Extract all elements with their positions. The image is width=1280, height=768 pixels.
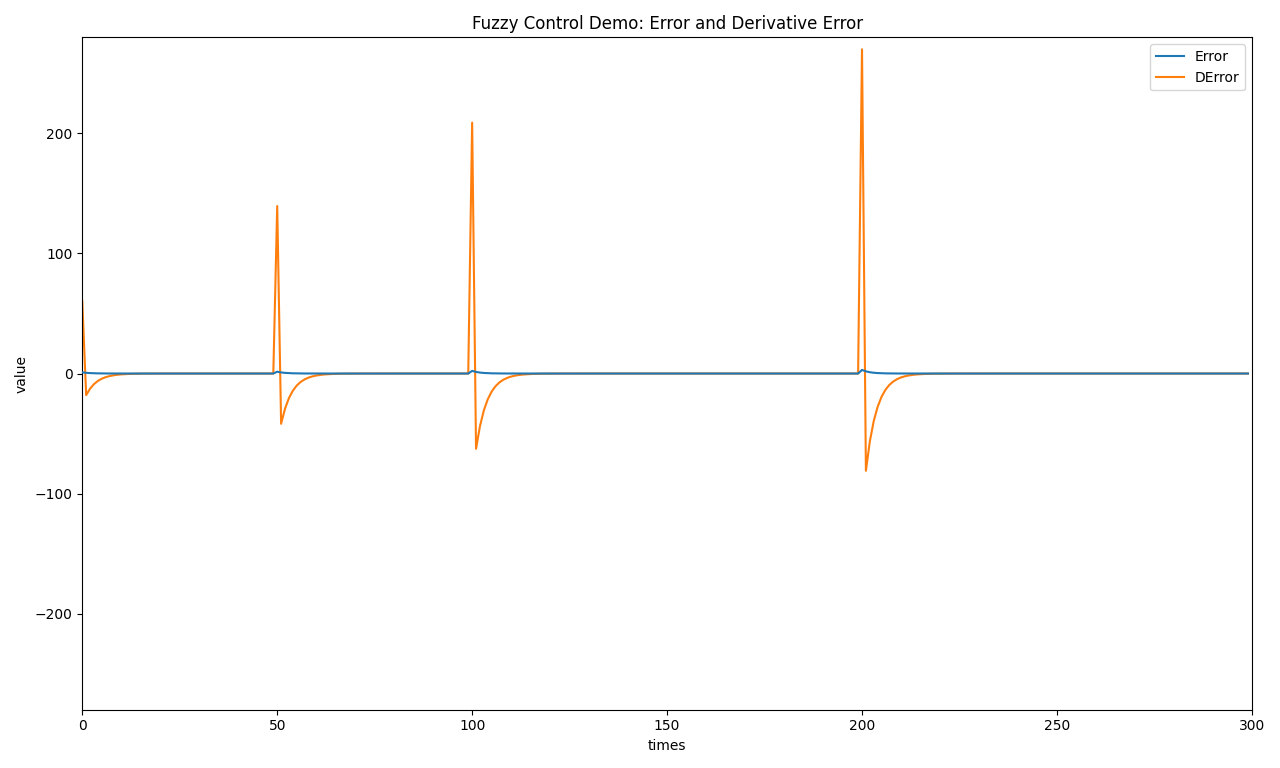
DError: [768, 369, 783, 378]
DError: [788, 369, 804, 378]
Line: Error: Error: [82, 370, 1248, 373]
DError: [764, 369, 780, 378]
DError: [1139, 369, 1155, 378]
Error: [184, 369, 200, 378]
Error: [1065, 369, 1080, 378]
Error: [74, 368, 90, 377]
DError: [858, 466, 873, 475]
X-axis label: times: times: [648, 739, 686, 753]
DError: [1240, 369, 1256, 378]
Title: Fuzzy Control Demo: Error and Derivative Error: Fuzzy Control Demo: Error and Derivative…: [471, 15, 863, 33]
Error: [768, 369, 783, 378]
Error: [1240, 369, 1256, 378]
DError: [854, 45, 869, 54]
Error: [854, 366, 869, 375]
Error: [1139, 369, 1155, 378]
DError: [78, 391, 93, 400]
DError: [74, 297, 90, 306]
Error: [78, 368, 93, 377]
DError: [1065, 369, 1080, 378]
Error: [792, 369, 808, 378]
Line: DError: DError: [82, 49, 1248, 471]
Y-axis label: value: value: [15, 355, 29, 392]
Error: [772, 369, 787, 378]
Legend: Error, DError: Error, DError: [1151, 45, 1245, 91]
